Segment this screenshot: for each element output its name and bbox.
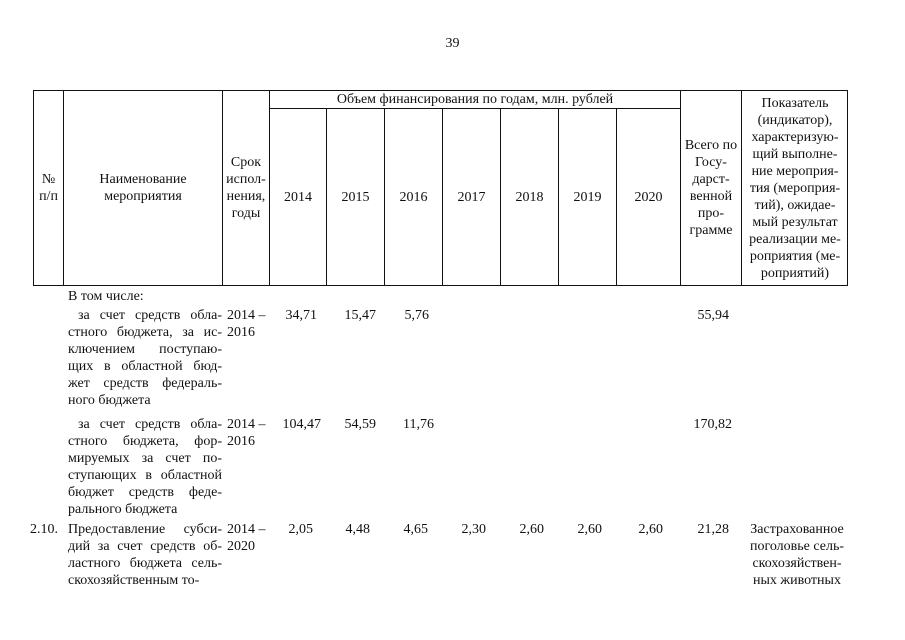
row-term: 2014 – 2016	[227, 417, 266, 449]
table-header	[33, 90, 848, 286]
row-term: 2014 – 2016	[227, 308, 266, 340]
row-name: В том числе:	[68, 289, 144, 304]
value-total: 21,28	[697, 522, 730, 537]
table-row-intro: В том числе:	[68, 288, 220, 305]
value-2019: 2,60	[577, 522, 603, 537]
value-2015: 54,59	[344, 417, 377, 432]
header-no: № п/п	[39, 172, 58, 204]
row-name: Предоставление субси-дий за счет средств…	[68, 522, 222, 588]
header-year-2019: 2019	[573, 190, 602, 205]
value-2014: 34,71	[285, 308, 318, 323]
value-2016: 4,65	[403, 522, 429, 537]
row-term: 2014 – 2020	[227, 522, 266, 554]
row-name: за счет средств обла-стного бюджета, фор…	[68, 417, 222, 517]
header-funding-group: Объем финансирования по годам, млн. рубл…	[336, 92, 614, 107]
row-no: 2.10.	[30, 522, 58, 537]
header-name: Наименование мероприятия	[99, 172, 187, 204]
value-2016: 11,76	[403, 417, 434, 432]
header-year-2016: 2016	[399, 190, 428, 205]
header-year-2014: 2014	[284, 190, 312, 205]
value-2020: 2,60	[638, 522, 664, 537]
row-name: за счет средств обла-стного бюджета, за …	[68, 308, 222, 408]
row-indicator: Застрахованное поголовье сель-скохозяйст…	[749, 522, 845, 588]
value-2015: 15,47	[344, 308, 377, 323]
page-number: 39	[445, 36, 460, 51]
value-2015: 4,48	[345, 522, 371, 537]
header-year-2018: 2018	[515, 190, 544, 205]
value-total: 170,82	[693, 417, 733, 432]
header-total: Всего по Госу-дарст-венной про-грамме	[684, 138, 738, 238]
value-2014: 2,05	[288, 522, 314, 537]
header-term: Срок испол-нения, годы	[226, 155, 266, 221]
value-2017: 2,30	[461, 522, 487, 537]
header-year-2015: 2015	[341, 190, 370, 205]
value-total: 55,94	[697, 308, 730, 323]
value-2018: 2,60	[519, 522, 545, 537]
header-year-2017: 2017	[457, 190, 486, 205]
value-2016: 5,76	[404, 308, 430, 323]
header-year-2020: 2020	[634, 190, 663, 205]
header-indicator: Показатель (индикатор), характеризую-щий…	[749, 95, 841, 281]
value-2014: 104,47	[282, 417, 322, 432]
